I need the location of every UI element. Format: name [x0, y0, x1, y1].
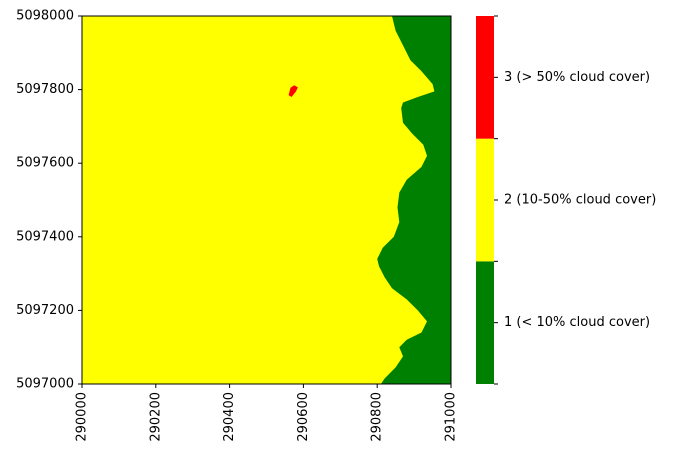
- colorbar-segment: [476, 16, 494, 139]
- class-3-region: [288, 85, 298, 97]
- x-tick-label: 290000: [75, 392, 90, 442]
- y-tick-label: 5097000: [16, 377, 74, 392]
- x-tick-label: 290800: [370, 392, 385, 442]
- y-tick-label: 5098000: [16, 9, 74, 24]
- colorbar-label: 3 (> 50% cloud cover): [504, 70, 650, 85]
- class-2-region: [82, 16, 451, 384]
- plot-area: [82, 16, 451, 384]
- axes: 290000 290200 290400 290600 290800 291000 5097…: [16, 9, 458, 442]
- x-tick-label: 290200: [148, 392, 163, 442]
- x-tick-label: 290400: [222, 392, 237, 442]
- colorbar-segment: [476, 261, 494, 384]
- plot-frame: [81, 15, 452, 385]
- class-1-region: [377, 16, 451, 384]
- y-tick-label: 5097600: [16, 156, 74, 171]
- y-tick-label: 5097200: [16, 303, 74, 318]
- x-tick-label: 291000: [444, 392, 459, 442]
- y-tick-label: 5097400: [16, 229, 74, 244]
- y-tick-label: 5097800: [16, 82, 74, 97]
- colorbar-segment: [476, 138, 494, 262]
- colorbar-label: 2 (10-50% cloud cover): [504, 193, 656, 208]
- colorbar-label: 1 (< 10% cloud cover): [504, 315, 650, 330]
- x-tick-label: 290600: [296, 392, 311, 442]
- colorbar: 1 (< 10% cloud cover) 2 (10-50% cloud cov…: [476, 15, 656, 385]
